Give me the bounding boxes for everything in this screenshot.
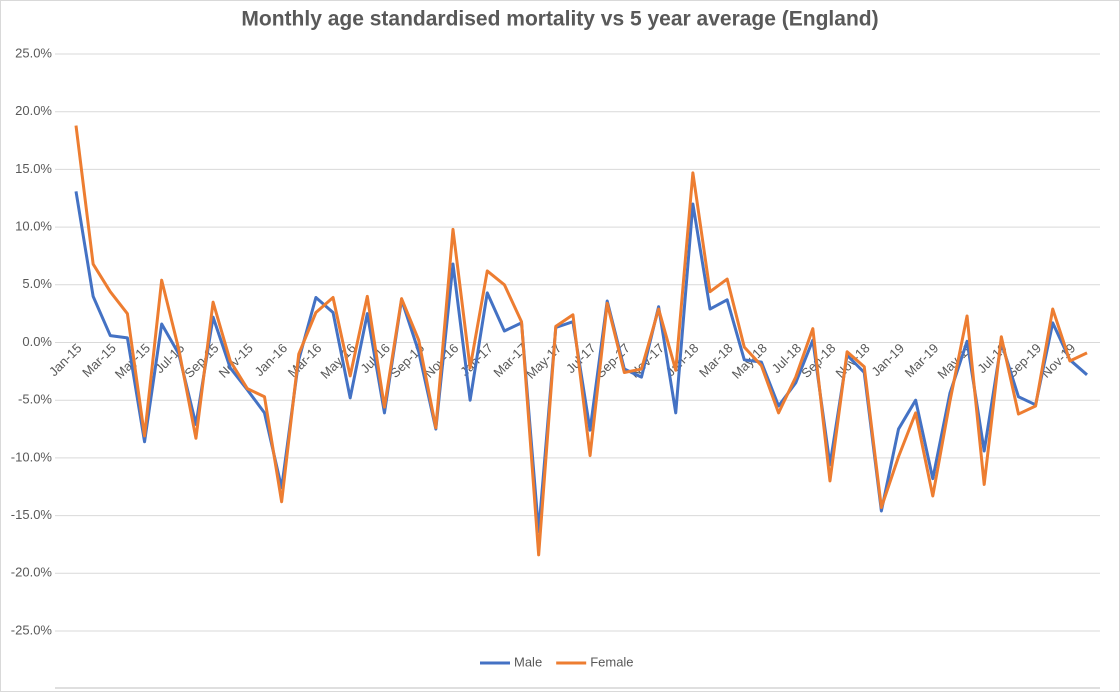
- y-tick-label: -5.0%: [18, 392, 52, 407]
- y-tick-label: 5.0%: [22, 276, 52, 291]
- legend-label: Female: [590, 654, 633, 669]
- y-tick-label: -15.0%: [11, 507, 53, 522]
- y-tick-label: 20.0%: [15, 103, 52, 118]
- chart-title: Monthly age standardised mortality vs 5 …: [241, 8, 878, 31]
- legend-label: Male: [514, 654, 542, 669]
- y-tick-label: 15.0%: [15, 161, 52, 176]
- y-tick-label: -25.0%: [11, 622, 53, 637]
- series-line: [74, 125, 1088, 557]
- y-tick-label: 10.0%: [15, 219, 52, 234]
- y-tick-label: -20.0%: [11, 565, 53, 580]
- y-tick-label: 25.0%: [15, 45, 52, 60]
- y-tick-label: 0.0%: [22, 334, 52, 349]
- y-tick-label: -10.0%: [11, 449, 53, 464]
